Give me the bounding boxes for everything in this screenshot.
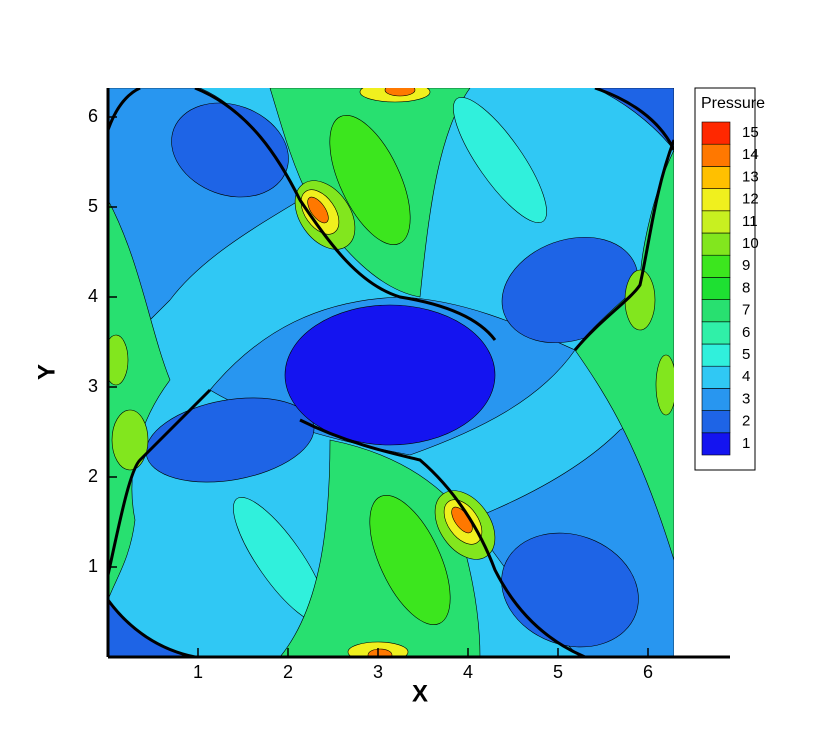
contour-region [329, 115, 411, 245]
y-axis-label: Y [33, 364, 60, 380]
legend-label: 5 [742, 346, 750, 363]
legend-swatch [701, 121, 731, 145]
legend-swatch [701, 166, 731, 189]
legend-swatch [701, 188, 731, 212]
x-tick-label: 2 [283, 662, 293, 682]
legend-swatch [701, 410, 731, 434]
legend-swatch [701, 388, 731, 411]
x-tick-label: 3 [373, 662, 383, 682]
legend-swatch [701, 143, 731, 167]
legend-label: 2 [742, 413, 750, 430]
boundary-line [194, 88, 497, 341]
legend-label: 8 [742, 279, 750, 296]
legend-label: 15 [742, 124, 759, 141]
legend-label: 11 [742, 213, 758, 230]
contour-region [284, 304, 496, 446]
x-axis-label: X [412, 680, 428, 707]
contour-region [384, 88, 416, 97]
legend-label: 13 [742, 168, 759, 185]
legend-swatch [701, 210, 731, 234]
legend-label: 10 [742, 235, 759, 252]
legend-swatch [701, 365, 731, 389]
y-tick-label: 2 [88, 466, 98, 486]
legend-swatch [701, 299, 731, 323]
x-tick-label: 5 [553, 662, 563, 682]
contour-region [108, 334, 129, 386]
legend-label: 7 [742, 302, 750, 319]
x-tick-label: 4 [463, 662, 473, 682]
legend-swatch [701, 232, 731, 256]
legend-swatch [701, 343, 731, 367]
legend-label: 14 [742, 146, 759, 163]
boundary-line [108, 88, 141, 131]
legend-swatch [701, 277, 731, 300]
x-tick-label: 6 [643, 662, 653, 682]
y-tick-label: 6 [88, 106, 98, 126]
contour-region [655, 354, 674, 416]
legend-label: 3 [742, 390, 750, 407]
y-tick-label: 5 [88, 196, 98, 216]
y-tick-label: 3 [88, 376, 98, 396]
legend-label: 6 [742, 324, 750, 341]
contour-region [501, 532, 639, 648]
contour-region [453, 96, 547, 224]
x-tick-label: 1 [193, 662, 203, 682]
legend-label: 12 [742, 191, 759, 208]
boundary-line [573, 139, 674, 351]
legend-swatch [701, 321, 731, 345]
contour-region [307, 196, 329, 224]
contour-region [111, 409, 149, 471]
boundary-line [299, 418, 586, 657]
legend-label: 9 [742, 257, 750, 274]
contour-region [367, 648, 393, 657]
y-tick-label: 1 [88, 556, 98, 576]
legend-label: 1 [742, 435, 750, 452]
boundary-line [108, 388, 212, 576]
contour-region [369, 495, 451, 625]
legend-swatch [701, 432, 731, 456]
legend-title: Pressure [701, 95, 765, 112]
boundary-line [594, 88, 674, 151]
boundary-line [108, 599, 196, 657]
contour-region [171, 102, 289, 198]
y-tick-label: 4 [88, 286, 98, 306]
legend-label: 4 [742, 368, 750, 385]
legend-swatch [701, 254, 731, 278]
contour-field [108, 88, 674, 657]
axes: 1 2 3 4 5 6 1 2 3 4 5 6 [88, 88, 730, 682]
